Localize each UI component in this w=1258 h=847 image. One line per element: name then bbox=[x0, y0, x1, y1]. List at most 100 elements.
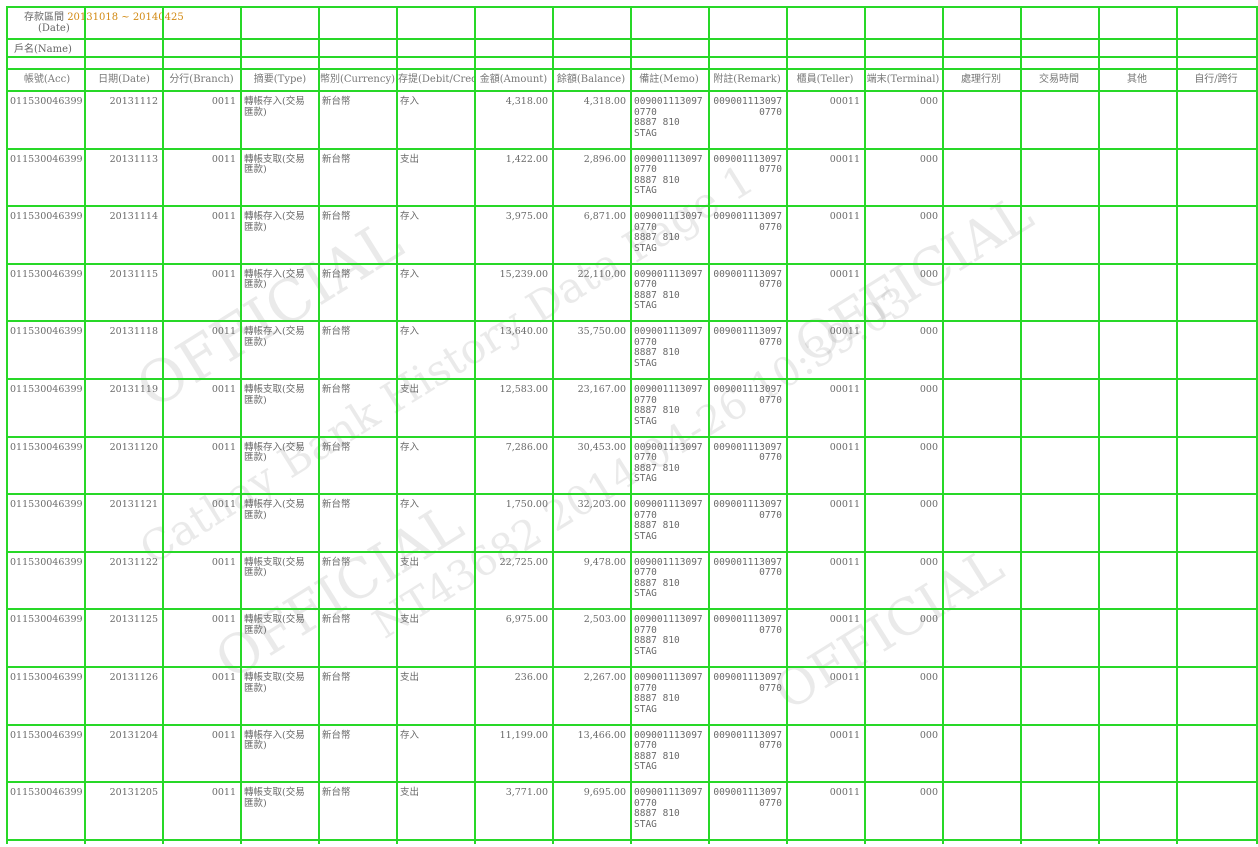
cell-type: 轉帳存入(交易 匯款) bbox=[244, 268, 305, 291]
cell-remark: 009001113097 0770 bbox=[713, 441, 782, 464]
cell-type: 轉帳存入(交易 匯款) bbox=[244, 729, 305, 752]
cell-account: 011530046399 bbox=[10, 672, 83, 683]
grid-vline bbox=[708, 6, 710, 844]
cell-currency: 新台幣 bbox=[322, 384, 351, 395]
cell-balance: 9,695.00 bbox=[583, 787, 626, 799]
grid-hline bbox=[6, 838, 1256, 841]
cell-date: 20131122 bbox=[109, 556, 158, 568]
col-currency: 幣別(Currency) bbox=[319, 74, 396, 85]
cell-date: 20131125 bbox=[109, 614, 158, 626]
cell-debit-credit: 存入 bbox=[400, 268, 420, 280]
col-teller: 櫃員(Teller) bbox=[796, 74, 854, 85]
col-debit-credit: 存提(Debit/Credit) bbox=[398, 74, 474, 85]
cell-remark: 009001113097 0770 bbox=[713, 729, 782, 752]
cell-teller: 00011 bbox=[829, 384, 860, 395]
cell-currency: 新台幣 bbox=[322, 268, 351, 280]
cell-currency: 新台幣 bbox=[322, 96, 351, 107]
cell-account: 011530046399 bbox=[10, 729, 83, 741]
cell-memo: 009001113097 0770 8887 810 STAG bbox=[634, 326, 703, 369]
cell-currency: 新台幣 bbox=[322, 787, 351, 799]
cell-memo: 009001113097 0770 8887 810 STAG bbox=[634, 384, 703, 427]
col-branch: 分行(Branch) bbox=[169, 74, 234, 85]
cell-type: 轉帳存入(交易 匯款) bbox=[244, 211, 305, 233]
grid-vline bbox=[786, 6, 788, 844]
cell-date: 20131118 bbox=[109, 326, 158, 338]
cell-memo: 009001113097 0770 8887 810 STAG bbox=[634, 556, 703, 600]
cell-balance: 22,110.00 bbox=[577, 268, 626, 280]
cell-type: 轉帳存入(交易 匯款) bbox=[244, 326, 305, 348]
cell-branch: 0011 bbox=[211, 672, 236, 683]
cell-teller: 00011 bbox=[829, 499, 860, 511]
cell-remark: 009001113097 0770 bbox=[713, 787, 782, 809]
cell-memo: 009001113097 0770 8887 810 STAG bbox=[634, 441, 703, 485]
cell-branch: 0011 bbox=[211, 556, 236, 568]
cell-memo: 009001113097 0770 8887 810 STAG bbox=[634, 96, 703, 139]
cell-teller: 00011 bbox=[829, 787, 860, 799]
cell-currency: 新台幣 bbox=[322, 499, 351, 511]
grid-hline bbox=[6, 6, 1256, 8]
account-name-label: 戶名(Name) bbox=[14, 44, 72, 55]
cell-branch: 0011 bbox=[211, 787, 236, 799]
cell-terminal: 000 bbox=[919, 556, 938, 568]
cell-terminal: 000 bbox=[919, 96, 938, 107]
cell-memo: 009001113097 0770 8887 810 STAG bbox=[634, 153, 703, 197]
cell-account: 011530046399 bbox=[10, 268, 83, 280]
cell-amount: 236.00 bbox=[514, 672, 548, 683]
cell-type: 轉帳支取(交易 匯款) bbox=[244, 672, 305, 694]
cell-teller: 00011 bbox=[829, 153, 860, 165]
cell-terminal: 000 bbox=[919, 787, 938, 799]
cell-debit-credit: 存入 bbox=[400, 326, 420, 338]
cell-teller: 00011 bbox=[829, 729, 860, 741]
grid-vline bbox=[942, 6, 944, 844]
cell-remark: 009001113097 0770 bbox=[713, 556, 782, 579]
grid-vline bbox=[1256, 6, 1258, 844]
grid-hline bbox=[6, 68, 1256, 70]
cell-teller: 00011 bbox=[829, 96, 860, 107]
grid-vline bbox=[396, 6, 398, 844]
cell-debit-credit: 存入 bbox=[400, 441, 420, 453]
cell-teller: 00011 bbox=[829, 211, 860, 223]
cell-amount: 4,318.00 bbox=[505, 96, 548, 107]
cell-date: 20131120 bbox=[109, 441, 158, 453]
cell-currency: 新台幣 bbox=[322, 153, 351, 165]
col-balance: 餘額(Balance) bbox=[556, 74, 626, 85]
cell-branch: 0011 bbox=[211, 268, 236, 280]
cell-remark: 009001113097 0770 bbox=[713, 268, 782, 291]
cell-date: 20131115 bbox=[109, 268, 158, 280]
cell-debit-credit: 支出 bbox=[400, 153, 420, 165]
cell-memo: 009001113097 0770 8887 810 STAG bbox=[634, 672, 703, 715]
cell-branch: 0011 bbox=[211, 499, 236, 511]
grid-hline bbox=[6, 608, 1256, 611]
table-row: 011530046399 20131121 0011 轉帳存入(交易 匯款) 新台幣 存入… bbox=[6, 493, 1256, 551]
cell-currency: 新台幣 bbox=[322, 326, 351, 338]
cell-debit-credit: 存入 bbox=[400, 211, 420, 223]
cell-terminal: 000 bbox=[919, 614, 938, 626]
cell-teller: 00011 bbox=[829, 556, 860, 568]
grid-vline bbox=[318, 6, 320, 844]
cell-date: 20131119 bbox=[109, 384, 158, 395]
cell-remark: 009001113097 0770 bbox=[713, 96, 782, 118]
cell-type: 轉帳存入(交易 匯款) bbox=[244, 441, 305, 464]
col-type: 摘要(Type) bbox=[253, 74, 307, 85]
cell-debit-credit: 存入 bbox=[400, 729, 420, 741]
cell-terminal: 000 bbox=[919, 441, 938, 453]
col-x3: 其他 bbox=[1127, 74, 1147, 85]
cell-date: 20131205 bbox=[109, 787, 158, 799]
cell-currency: 新台幣 bbox=[322, 441, 351, 453]
cell-account: 011530046399 bbox=[10, 211, 83, 223]
cell-teller: 00011 bbox=[829, 441, 860, 453]
cell-terminal: 000 bbox=[919, 384, 938, 395]
cell-amount: 3,771.00 bbox=[505, 787, 548, 799]
cell-type: 轉帳存入(交易 匯款) bbox=[244, 96, 305, 118]
cell-account: 011530046399 bbox=[10, 499, 83, 511]
cell-balance: 30,453.00 bbox=[577, 441, 626, 453]
cell-currency: 新台幣 bbox=[322, 556, 351, 568]
table-row: 011530046399 20131119 0011 轉帳支取(交易 匯款) 新台幣 支出… bbox=[6, 378, 1256, 436]
cell-remark: 009001113097 0770 bbox=[713, 499, 782, 521]
cell-teller: 00011 bbox=[829, 268, 860, 280]
grid-vline bbox=[1020, 6, 1022, 844]
table-row: 011530046399 20131114 0011 轉帳存入(交易 匯款) 新台幣 存入… bbox=[6, 205, 1256, 263]
cell-date: 20131112 bbox=[109, 96, 158, 107]
cell-amount: 22,725.00 bbox=[499, 556, 548, 568]
cell-type: 轉帳支取(交易 匯款) bbox=[244, 614, 305, 636]
